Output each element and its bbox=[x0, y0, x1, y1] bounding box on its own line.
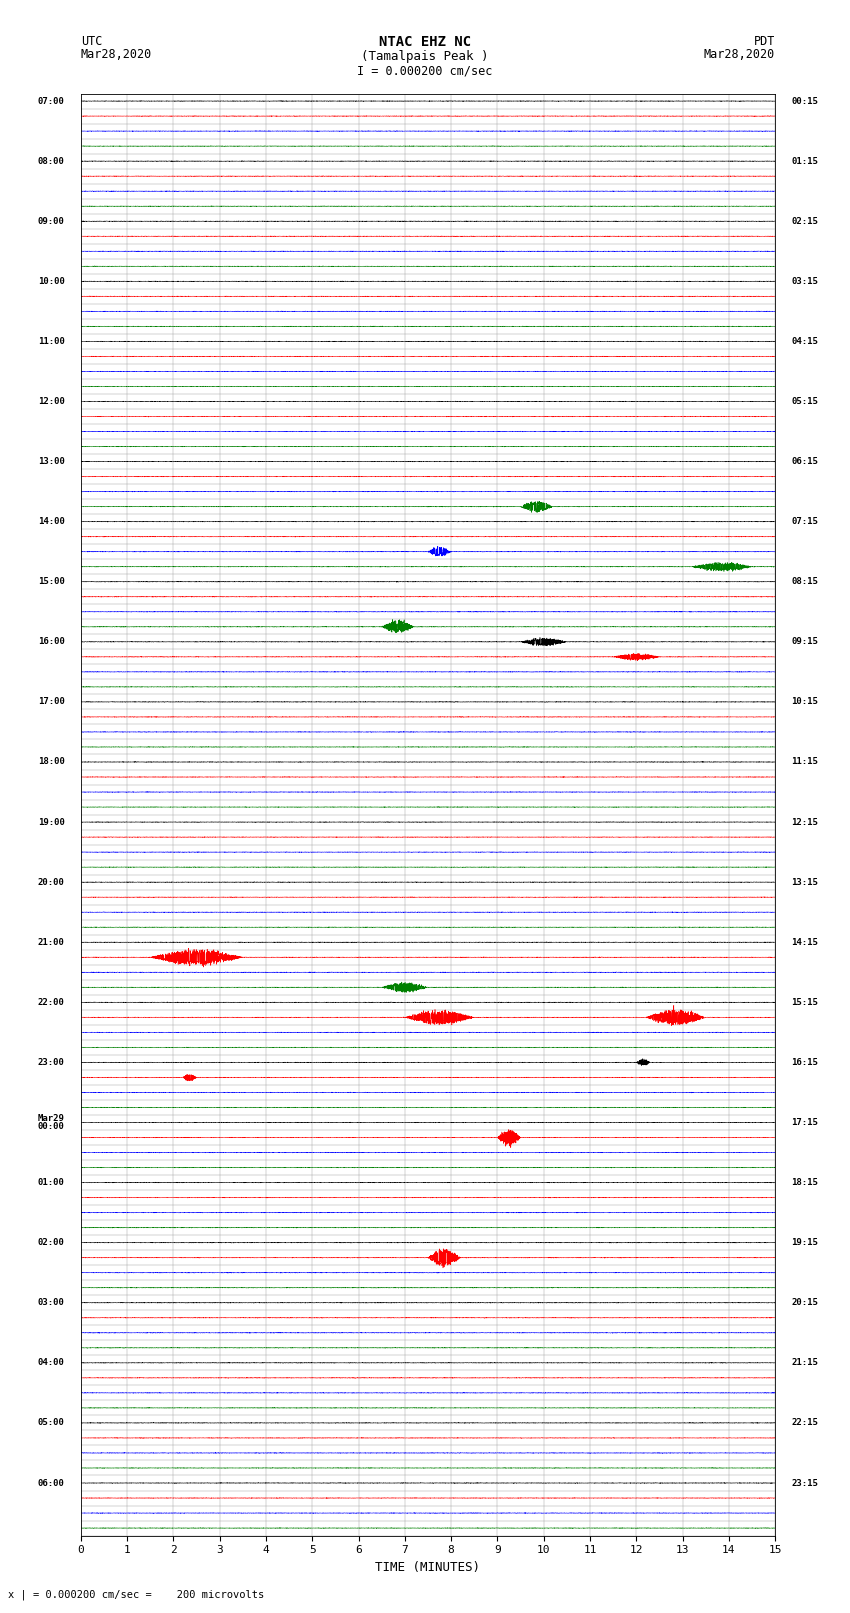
Text: 03:00: 03:00 bbox=[37, 1298, 65, 1307]
Text: 20:15: 20:15 bbox=[791, 1298, 819, 1307]
Text: UTC: UTC bbox=[81, 35, 102, 48]
Text: 23:15: 23:15 bbox=[791, 1479, 819, 1487]
Text: 09:15: 09:15 bbox=[791, 637, 819, 647]
Text: 21:00: 21:00 bbox=[37, 937, 65, 947]
Text: 06:15: 06:15 bbox=[791, 456, 819, 466]
Text: 11:00: 11:00 bbox=[37, 337, 65, 345]
X-axis label: TIME (MINUTES): TIME (MINUTES) bbox=[376, 1561, 480, 1574]
Text: 05:00: 05:00 bbox=[37, 1418, 65, 1428]
Text: 15:00: 15:00 bbox=[37, 577, 65, 586]
Text: 07:15: 07:15 bbox=[791, 518, 819, 526]
Text: 10:15: 10:15 bbox=[791, 697, 819, 706]
Text: Mar29: Mar29 bbox=[37, 1115, 65, 1123]
Text: 21:15: 21:15 bbox=[791, 1358, 819, 1368]
Text: 12:00: 12:00 bbox=[37, 397, 65, 406]
Text: 02:00: 02:00 bbox=[37, 1239, 65, 1247]
Text: 18:15: 18:15 bbox=[791, 1177, 819, 1187]
Text: 19:15: 19:15 bbox=[791, 1239, 819, 1247]
Text: Mar28,2020: Mar28,2020 bbox=[81, 48, 152, 61]
Text: x | = 0.000200 cm/sec =    200 microvolts: x | = 0.000200 cm/sec = 200 microvolts bbox=[8, 1589, 264, 1600]
Text: PDT: PDT bbox=[754, 35, 775, 48]
Text: 18:00: 18:00 bbox=[37, 758, 65, 766]
Text: 22:15: 22:15 bbox=[791, 1418, 819, 1428]
Text: 04:15: 04:15 bbox=[791, 337, 819, 345]
Text: 20:00: 20:00 bbox=[37, 877, 65, 887]
Text: 23:00: 23:00 bbox=[37, 1058, 65, 1066]
Text: 13:15: 13:15 bbox=[791, 877, 819, 887]
Text: 16:00: 16:00 bbox=[37, 637, 65, 647]
Text: 12:15: 12:15 bbox=[791, 818, 819, 826]
Text: 04:00: 04:00 bbox=[37, 1358, 65, 1368]
Text: 14:00: 14:00 bbox=[37, 518, 65, 526]
Text: 14:15: 14:15 bbox=[791, 937, 819, 947]
Text: 08:15: 08:15 bbox=[791, 577, 819, 586]
Text: NTAC EHZ NC: NTAC EHZ NC bbox=[379, 35, 471, 50]
Text: 00:00: 00:00 bbox=[37, 1121, 65, 1131]
Text: Mar28,2020: Mar28,2020 bbox=[704, 48, 775, 61]
Text: 05:15: 05:15 bbox=[791, 397, 819, 406]
Text: 13:00: 13:00 bbox=[37, 456, 65, 466]
Text: 01:00: 01:00 bbox=[37, 1177, 65, 1187]
Text: 02:15: 02:15 bbox=[791, 216, 819, 226]
Text: 22:00: 22:00 bbox=[37, 998, 65, 1007]
Text: 07:00: 07:00 bbox=[37, 97, 65, 105]
Text: 16:15: 16:15 bbox=[791, 1058, 819, 1066]
Text: 08:00: 08:00 bbox=[37, 156, 65, 166]
Text: 09:00: 09:00 bbox=[37, 216, 65, 226]
Text: 00:15: 00:15 bbox=[791, 97, 819, 105]
Text: 06:00: 06:00 bbox=[37, 1479, 65, 1487]
Text: (Tamalpais Peak ): (Tamalpais Peak ) bbox=[361, 50, 489, 63]
Text: 19:00: 19:00 bbox=[37, 818, 65, 826]
Text: 10:00: 10:00 bbox=[37, 277, 65, 286]
Text: 01:15: 01:15 bbox=[791, 156, 819, 166]
Text: 03:15: 03:15 bbox=[791, 277, 819, 286]
Text: 17:15: 17:15 bbox=[791, 1118, 819, 1127]
Text: 11:15: 11:15 bbox=[791, 758, 819, 766]
Text: 15:15: 15:15 bbox=[791, 998, 819, 1007]
Text: 17:00: 17:00 bbox=[37, 697, 65, 706]
Text: I = 0.000200 cm/sec: I = 0.000200 cm/sec bbox=[357, 65, 493, 77]
